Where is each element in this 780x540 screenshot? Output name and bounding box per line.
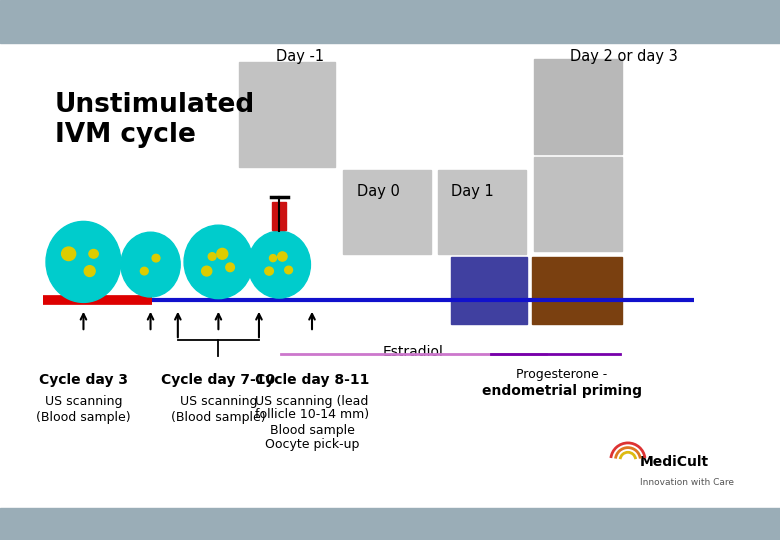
Ellipse shape <box>62 247 76 261</box>
Bar <box>438 170 526 254</box>
Text: Cycle day 8-11: Cycle day 8-11 <box>255 373 369 387</box>
Ellipse shape <box>201 266 212 276</box>
Text: US scanning: US scanning <box>44 395 122 408</box>
Text: Cycle day 3: Cycle day 3 <box>39 373 128 387</box>
Text: MediCult: MediCult <box>640 455 709 469</box>
Bar <box>343 170 431 254</box>
Ellipse shape <box>208 253 216 260</box>
Ellipse shape <box>217 248 228 259</box>
Ellipse shape <box>140 267 148 275</box>
Text: Progesterone -: Progesterone - <box>516 368 607 381</box>
Text: (Blood sample): (Blood sample) <box>36 411 131 424</box>
Bar <box>534 157 622 251</box>
Ellipse shape <box>46 221 121 302</box>
Bar <box>0 508 780 540</box>
Text: US scanning (lead: US scanning (lead <box>255 395 369 408</box>
Text: Day 1: Day 1 <box>451 184 493 199</box>
Ellipse shape <box>270 255 276 261</box>
Text: Innovation with Care: Innovation with Care <box>640 478 734 487</box>
Text: US scanning: US scanning <box>179 395 257 408</box>
Text: Unstimulated
IVM cycle: Unstimulated IVM cycle <box>55 92 255 148</box>
Text: Blood sample: Blood sample <box>270 424 354 437</box>
Bar <box>272 202 286 230</box>
Ellipse shape <box>285 266 292 274</box>
Ellipse shape <box>121 232 180 297</box>
Text: Day 2 or day 3: Day 2 or day 3 <box>570 49 678 64</box>
Text: (Blood sample): (Blood sample) <box>171 411 266 424</box>
Text: Day -1: Day -1 <box>276 49 324 64</box>
Text: Estradiol: Estradiol <box>383 345 444 359</box>
Text: Cycle day 7-10: Cycle day 7-10 <box>161 373 275 387</box>
Text: Oocyte pick-up: Oocyte pick-up <box>265 438 359 451</box>
Bar <box>0 0 780 43</box>
Ellipse shape <box>264 267 273 275</box>
Text: Day 0: Day 0 <box>357 184 399 199</box>
Bar <box>532 256 622 324</box>
Ellipse shape <box>89 249 98 258</box>
Text: follicle 10-14 mm): follicle 10-14 mm) <box>255 408 369 421</box>
Ellipse shape <box>184 225 253 299</box>
Bar <box>239 62 335 167</box>
Ellipse shape <box>84 266 95 276</box>
Bar <box>534 59 622 154</box>
Ellipse shape <box>278 252 287 261</box>
Bar <box>451 256 526 324</box>
Ellipse shape <box>248 231 310 298</box>
Text: endometrial priming: endometrial priming <box>481 384 642 399</box>
Ellipse shape <box>152 254 160 262</box>
Ellipse shape <box>226 263 234 272</box>
